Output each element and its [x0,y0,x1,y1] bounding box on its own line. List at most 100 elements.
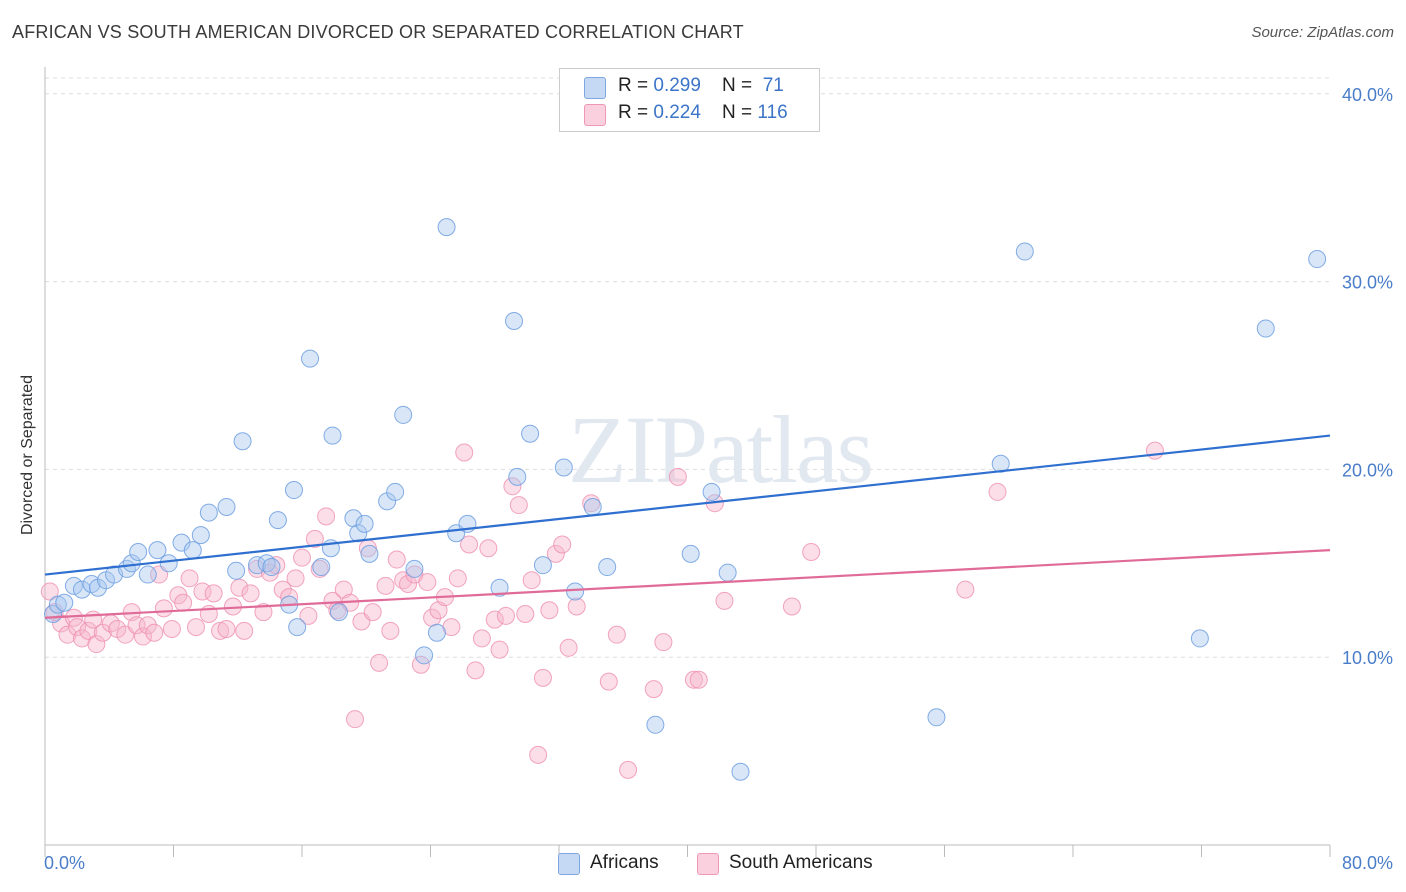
south-americans-point [334,580,353,599]
south-americans-points [40,441,1164,779]
south-americans-point [684,670,703,689]
south-americans-point [154,599,173,618]
south-americans-point [217,620,236,639]
south-americans-point [529,745,548,764]
africans-point [731,762,750,781]
africans-point [437,218,456,237]
south-americans-point [376,576,395,595]
south-americans-point [79,621,98,640]
africans-point [566,582,585,601]
legend-r-label: R = [618,75,654,96]
south-americans-point [485,610,504,629]
bottom-legend-swatch-africans [558,853,580,875]
legend-swatch-south-americans [584,104,606,126]
africans-point [415,646,434,665]
south-americans-point [40,582,59,601]
south-americans-point [418,573,437,592]
africans-point [191,526,210,545]
south-americans-point [293,548,311,567]
africans-point [598,558,617,577]
south-americans-point [782,597,801,616]
south-americans-point [654,633,673,652]
south-americans-point [145,623,164,642]
y-tick-labels: 10.0% 20.0% 30.0% 40.0% [1342,85,1393,668]
africans-point [360,544,379,563]
chart-title: AFRICAN VS SOUTH AMERICAN DIVORCED OR SE… [12,22,744,42]
south-americans-point [448,569,467,588]
south-americans-point [381,621,400,640]
africans-point [301,349,320,368]
africans-point [72,580,91,599]
y-axis-label: Divorced or Separated [19,374,36,536]
south-americans-point [305,529,324,548]
south-americans-point [193,582,212,601]
africans-point [288,618,307,637]
south-americans-point [496,606,515,625]
africans-point [129,543,148,562]
africans-trend-line [44,434,1331,576]
bottom-legend-label-south-americans: South Americans [729,852,873,873]
africans-point [172,533,191,552]
south-americans-point [559,638,578,657]
legend-n-value: 71 [757,75,784,96]
south-americans-point [567,597,586,616]
south-americans-point [286,569,305,588]
africans-point [718,563,737,582]
africans-point [183,541,202,560]
africans-point [312,558,331,577]
legend-n-value: 116 [757,102,788,123]
legend-n-label: N = [722,102,758,123]
south-americans-point [479,539,498,558]
trend-lines [44,434,1331,619]
africans-point [702,482,721,501]
south-americans-point [503,477,522,496]
south-americans-point [162,620,181,639]
south-americans-point [399,574,418,593]
x-tick-label-max: 80.0% [1342,853,1393,873]
africans-point [138,565,157,584]
south-americans-point [533,668,552,687]
south-americans-point [133,627,152,646]
y-tick-label: 10.0% [1342,648,1393,668]
africans-point [554,458,573,477]
africans-point [927,708,946,727]
africans-point [227,561,246,580]
y-tick-label: 20.0% [1342,460,1393,480]
africans-point [48,595,67,614]
south-americans-point [186,618,205,637]
south-americans-point [490,640,509,659]
south-americans-point [988,482,1007,501]
south-americans-point [211,621,230,640]
south-americans-point [429,601,448,620]
south-americans-point [299,606,318,625]
africans-point [268,511,287,530]
africans-point [284,481,303,500]
south-americans-point [472,629,491,648]
south-americans-point [346,710,365,729]
africans-point [521,424,540,443]
south-americans-point [460,535,479,554]
africans-point [386,482,405,501]
south-americans-point [87,635,106,654]
africans-point [1015,242,1034,261]
south-americans-point [546,544,565,563]
africans-point [646,715,665,734]
africans-point [405,559,424,578]
africans-point [199,503,218,522]
south-americans-point [204,584,223,603]
south-americans-point [138,616,157,635]
south-americans-point [317,507,336,526]
legend-n-label: N = [722,75,758,96]
south-americans-point [509,496,528,515]
south-americans-point [174,593,193,612]
africans-point [505,312,524,331]
africans-point [159,554,178,573]
africans-point [533,556,552,575]
south-americans-point [180,569,199,588]
south-americans-point [689,670,708,689]
x-tick-label-min: 0.0% [44,853,85,873]
africans-point [217,497,236,516]
south-americans-point [235,621,254,640]
south-americans-point [466,661,485,680]
source-label: Source: ZipAtlas.com [1251,24,1394,41]
